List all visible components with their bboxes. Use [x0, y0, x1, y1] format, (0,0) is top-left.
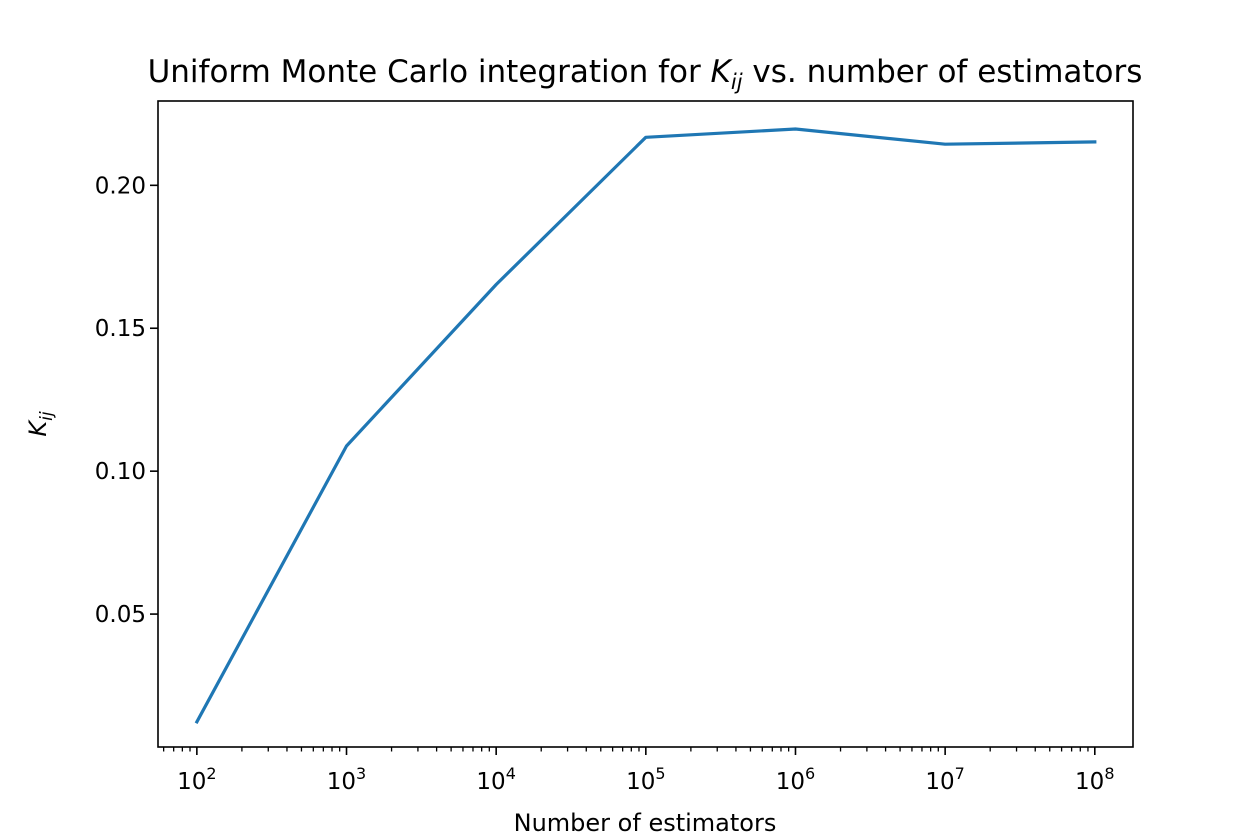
x-tick-label-exponent: 4 — [506, 764, 516, 783]
y-axis-ticks: 0.05 0.10 0.15 0.20 — [95, 173, 158, 628]
y-axis-label: Kij — [24, 411, 57, 436]
x-tick-label-base: 10 — [626, 769, 655, 795]
x-tick-label-exponent: 2 — [206, 764, 216, 783]
x-tick-label: 106 — [776, 764, 815, 795]
y-tick-label: 0.20 — [95, 173, 146, 199]
x-tick-label-base: 10 — [925, 769, 954, 795]
x-tick-label: 105 — [626, 764, 665, 795]
series-line — [194, 127, 1097, 724]
x-tick-label-base: 10 — [177, 769, 206, 795]
x-tick-label: 103 — [327, 764, 366, 795]
y-axis-label-subscript: ij — [37, 411, 57, 421]
x-tick-label-base: 10 — [327, 769, 356, 795]
x-tick-label-exponent: 8 — [1104, 764, 1114, 783]
chart-title-symbol: K — [711, 54, 734, 90]
x-tick-label: 104 — [476, 764, 515, 795]
y-tick-label: 0.15 — [95, 316, 146, 342]
x-tick-label: 107 — [925, 764, 964, 795]
x-tick-label-exponent: 6 — [805, 764, 815, 783]
x-tick-label: 108 — [1075, 764, 1114, 795]
x-tick-label-base: 10 — [476, 769, 505, 795]
x-tick-label: 102 — [177, 764, 216, 795]
x-tick-label-base: 10 — [776, 769, 805, 795]
chart-title-subscript: ij — [731, 70, 743, 94]
x-axis-ticks: 102 103 104 105 106 107 108 — [163, 747, 1115, 795]
chart-title-suffix: vs. number of estimators — [743, 54, 1143, 90]
chart-title-prefix: Uniform Monte Carlo integration for — [148, 54, 711, 90]
plot-area — [194, 127, 1097, 724]
y-axis-label-symbol: K — [24, 419, 52, 437]
x-tick-label-exponent: 7 — [955, 764, 965, 783]
x-tick-label-base: 10 — [1075, 769, 1104, 795]
y-tick-label: 0.10 — [95, 459, 146, 485]
x-axis-label: Number of estimators — [514, 809, 777, 837]
x-tick-label-exponent: 3 — [356, 764, 366, 783]
x-tick-label-exponent: 5 — [655, 764, 665, 783]
chart-title: Uniform Monte Carlo integration for Kij … — [148, 54, 1143, 94]
y-tick-label: 0.05 — [95, 602, 146, 628]
